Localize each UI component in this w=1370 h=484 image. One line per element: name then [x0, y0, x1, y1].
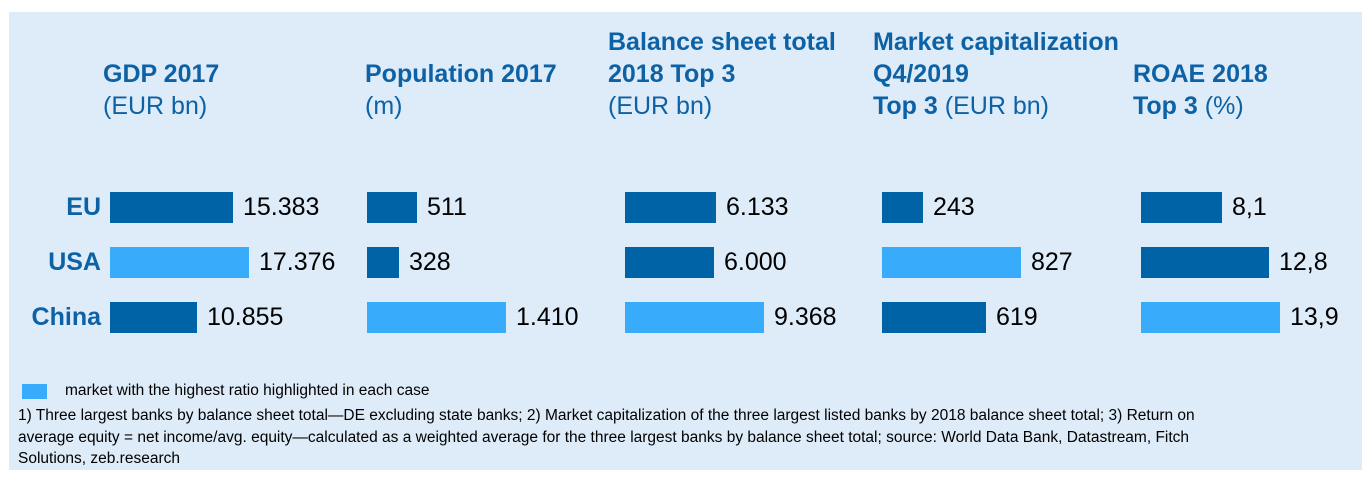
bar-eu-roae [1141, 192, 1222, 223]
bar-usa-market-capitalization [882, 247, 1021, 278]
column-header-balance-sheet-total: Balance sheet total 2018 Top 3 (EUR bn) [608, 26, 836, 122]
column-header-line: (m) [365, 90, 557, 122]
bar-china-roae [1141, 302, 1280, 333]
bar-row-china-gdp: 10.855 [110, 302, 283, 333]
bar-eu-population [367, 192, 417, 223]
header-bold-text: Q4/2019 [873, 60, 969, 88]
column-header-line: 2018 Top 3 [608, 58, 836, 90]
bar-usa-roae [1141, 247, 1269, 278]
row-label-china: China [31, 303, 101, 331]
bar-value-label: 10.855 [207, 303, 284, 331]
bar-china-gdp [110, 302, 197, 333]
column-header-line [103, 26, 219, 58]
bar-value-label: 827 [1031, 248, 1073, 276]
header-unit-text: (m) [365, 92, 403, 120]
bar-value-label: 6.000 [724, 248, 787, 276]
chart-panel: GDP 2017 (EUR bn) Population 2017 (m) Balanc… [9, 12, 1362, 470]
column-header-line: Top 3 (EUR bn) [873, 90, 1119, 122]
column-header-population: Population 2017 (m) [365, 26, 557, 122]
column-header-line [1133, 26, 1268, 58]
bar-row-china-market-capitalization: 619 [882, 302, 1038, 333]
bar-row-eu-market-capitalization: 243 [882, 192, 975, 223]
header-bold-text: 2018 Top 3 [608, 60, 736, 88]
column-header-roae: ROAE 2018 Top 3 (%) [1133, 26, 1268, 122]
legend: market with the highest ratio highlighte… [22, 382, 429, 400]
column-header-line: Population 2017 [365, 58, 557, 90]
bar-usa-balance-sheet-total [625, 247, 714, 278]
footnote-line-2: average equity = net income/avg. equity—… [18, 428, 1190, 446]
row-label-eu: EU [66, 193, 101, 221]
bar-row-eu-balance-sheet-total: 6.133 [625, 192, 789, 223]
bar-row-usa-population: 328 [367, 247, 451, 278]
footnote-line-3: Solutions, zeb.research [18, 450, 180, 467]
header-unit-text: (%) [1204, 92, 1244, 120]
column-header-market-capitalization: Market capitalization Q4/2019 Top 3 (EUR b… [873, 26, 1119, 122]
bar-value-label: 12,8 [1279, 248, 1328, 276]
bar-value-label: 8,1 [1232, 193, 1267, 221]
bar-row-china-population: 1.410 [367, 302, 579, 333]
column-header-line: Balance sheet total [608, 26, 836, 58]
bar-eu-market-capitalization [882, 192, 923, 223]
bar-row-usa-balance-sheet-total: 6.000 [625, 247, 787, 278]
bar-row-china-balance-sheet-total: 9.368 [625, 302, 837, 333]
bar-value-label: 1.410 [516, 303, 579, 331]
header-unit-text: (EUR bn) [944, 92, 1049, 120]
bar-value-label: 15.383 [243, 193, 320, 221]
header-bold-text: GDP 2017 [103, 60, 220, 88]
header-bold-text: Top 3 [1133, 92, 1205, 120]
header-bold-text: Market capitalization [873, 28, 1119, 56]
header-bold-text: Balance sheet total [608, 28, 836, 56]
header-bold-text: Population 2017 [365, 60, 557, 88]
header-bold-text: Top 3 [873, 92, 945, 120]
bar-value-label: 328 [409, 248, 451, 276]
column-header-line [365, 26, 557, 58]
bar-eu-balance-sheet-total [625, 192, 716, 223]
bar-row-eu-roae: 8,1 [1141, 192, 1267, 223]
bar-value-label: 9.368 [774, 303, 837, 331]
bar-row-usa-gdp: 17.376 [110, 247, 335, 278]
column-header-line: ROAE 2018 [1133, 58, 1268, 90]
bar-value-label: 243 [933, 193, 975, 221]
footnote-line-1: 1) Three largest banks by balance sheet … [18, 407, 1195, 424]
legend-label: market with the highest ratio highlighte… [65, 382, 430, 399]
bar-row-usa-roae: 12,8 [1141, 247, 1328, 278]
bar-value-label: 6.133 [726, 193, 789, 221]
column-header-line: (EUR bn) [103, 90, 219, 122]
bar-row-china-roae: 13,9 [1141, 302, 1339, 333]
bar-value-label: 13,9 [1290, 303, 1339, 331]
column-header-line: Market capitalization [873, 26, 1119, 58]
column-header-line: GDP 2017 [103, 58, 219, 90]
bar-usa-population [367, 247, 399, 278]
column-header-line: Q4/2019 [873, 58, 1119, 90]
bar-row-usa-market-capitalization: 827 [882, 247, 1073, 278]
header-unit-text: (EUR bn) [103, 92, 208, 120]
bar-china-population [367, 302, 506, 333]
legend-highlight-swatch [22, 383, 47, 399]
column-header-line: Top 3 (%) [1133, 90, 1268, 122]
header-unit-text: (EUR bn) [608, 92, 713, 120]
bar-row-eu-population: 511 [367, 192, 467, 223]
bar-china-market-capitalization [882, 302, 986, 333]
bar-eu-gdp [110, 192, 233, 223]
column-header-gdp: GDP 2017 (EUR bn) [103, 26, 219, 122]
footnotes: 1) Three largest banks by balance sheet … [18, 405, 1353, 470]
row-label-usa: USA [48, 248, 101, 276]
header-bold-text: ROAE 2018 [1133, 60, 1268, 88]
bar-china-balance-sheet-total [625, 302, 764, 333]
bar-row-eu-gdp: 15.383 [110, 192, 319, 223]
bar-usa-gdp [110, 247, 249, 278]
bar-value-label: 17.376 [259, 248, 336, 276]
bar-value-label: 511 [427, 193, 467, 221]
column-header-line: (EUR bn) [608, 90, 836, 122]
bar-value-label: 619 [996, 303, 1038, 331]
